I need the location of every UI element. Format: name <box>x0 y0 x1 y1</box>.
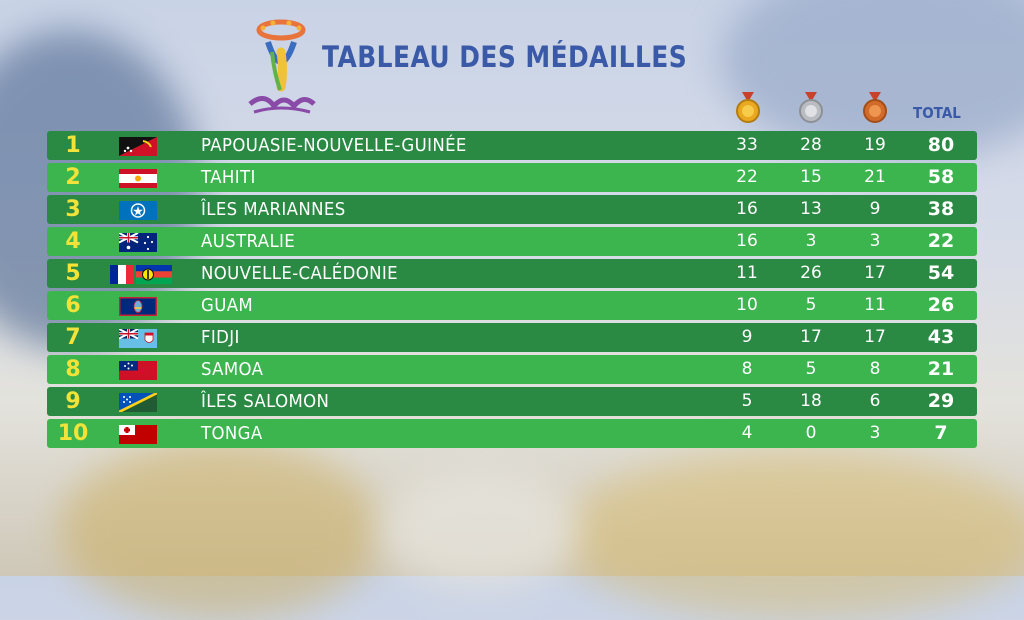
bronze-count: 9 <box>869 199 881 219</box>
country-name: FIDJI <box>201 327 240 348</box>
silver-count: 5 <box>805 359 817 379</box>
australia-flag-icon <box>118 232 157 252</box>
rank-cell: 6 <box>65 293 81 318</box>
samoa-flag-icon <box>119 360 157 380</box>
guam-flag-icon <box>119 296 157 316</box>
gold-count: 8 <box>741 359 753 379</box>
total-header: TOTAL <box>913 104 961 122</box>
total-count: 29 <box>927 390 955 412</box>
table-row: 3 ÎLES MARIANNES 16 13 9 38 <box>47 195 977 224</box>
table-row: 9 ÎLES SALOMON 5 18 6 29 <box>47 387 977 416</box>
rank-cell: 2 <box>65 165 81 190</box>
country-name: NOUVELLE-CALÉDONIE <box>201 263 398 284</box>
total-count: 54 <box>927 262 955 284</box>
bronze-count: 3 <box>869 231 881 251</box>
total-count: 38 <box>927 198 955 220</box>
table-row: 1 PAPOUASIE-NOUVELLE-GUINÉE 33 28 19 80 <box>47 131 977 160</box>
bronze-count: 19 <box>864 135 886 155</box>
country-name: TONGA <box>201 423 263 444</box>
tahiti-flag-icon <box>119 168 157 188</box>
gold-count: 33 <box>736 135 758 155</box>
rank-cell: 3 <box>65 197 81 222</box>
silver-medal-icon <box>799 92 823 123</box>
total-count: 43 <box>927 326 955 348</box>
rank-cell: 5 <box>65 261 81 286</box>
total-count: 22 <box>927 230 955 252</box>
bronze-count: 8 <box>869 359 881 379</box>
bronze-medal-icon <box>863 92 887 123</box>
country-name: SAMOA <box>201 359 264 380</box>
table-row: 5 NOUVELLE-CALÉDONIE 11 26 17 54 <box>47 259 977 288</box>
country-name: AUSTRALIE <box>201 231 296 252</box>
bronze-count: 6 <box>869 391 881 411</box>
total-count: 58 <box>927 166 955 188</box>
gold-count: 5 <box>741 391 753 411</box>
medal-table: 1 PAPOUASIE-NOUVELLE-GUINÉE 33 28 19 80 2 TAHIT… <box>47 131 977 451</box>
rank-cell: 9 <box>65 389 81 414</box>
country-name: ÎLES MARIANNES <box>201 199 346 220</box>
silver-count: 15 <box>800 167 822 187</box>
gold-count: 11 <box>736 263 758 283</box>
table-row: 8 SAMOA 8 5 8 21 <box>47 355 977 384</box>
bronze-count: 17 <box>864 263 886 283</box>
gold-count: 16 <box>736 199 758 219</box>
new-caledonia-flag-icon <box>110 264 172 284</box>
tonga-flag-icon <box>119 424 157 444</box>
solomon-flag-icon <box>118 391 158 414</box>
rank-cell: 4 <box>65 229 81 254</box>
png-flag-icon <box>119 136 157 156</box>
silver-count: 3 <box>805 231 817 251</box>
total-count: 21 <box>927 358 955 380</box>
rank-cell: 7 <box>65 325 81 350</box>
silver-count: 0 <box>805 423 817 443</box>
gold-medal-icon <box>736 92 760 123</box>
bronze-count: 3 <box>869 423 881 443</box>
table-row: 2 TAHITI 22 15 21 58 <box>47 163 977 192</box>
table-row: 10 TONGA 4 0 3 7 <box>47 419 977 448</box>
silver-count: 26 <box>800 263 822 283</box>
silver-count: 17 <box>800 327 822 347</box>
rank-cell: 1 <box>65 133 81 158</box>
bronze-count: 21 <box>864 167 886 187</box>
table-row: 6 GUAM 10 5 11 26 <box>47 291 977 320</box>
silver-count: 18 <box>800 391 822 411</box>
country-name: GUAM <box>201 295 254 316</box>
nmi-flag-icon <box>119 200 157 220</box>
country-name: ÎLES SALOMON <box>201 391 330 412</box>
page-title: TABLEAU DES MÉDAILLES <box>322 40 688 74</box>
total-count: 7 <box>934 422 948 444</box>
gold-count: 4 <box>741 423 753 443</box>
silver-count: 13 <box>800 199 822 219</box>
gold-count: 9 <box>741 327 753 347</box>
rank-cell: 8 <box>65 357 81 382</box>
bronze-count: 11 <box>864 295 886 315</box>
bronze-count: 17 <box>864 327 886 347</box>
rank-cell: 10 <box>57 421 89 446</box>
country-name: PAPOUASIE-NOUVELLE-GUINÉE <box>201 135 467 156</box>
gold-count: 16 <box>736 231 758 251</box>
total-count: 80 <box>927 134 955 156</box>
table-row: 7 FIDJI 9 17 17 43 <box>47 323 977 352</box>
games-logo <box>248 19 316 114</box>
total-count: 26 <box>927 294 955 316</box>
fiji-flag-icon <box>118 328 157 348</box>
silver-count: 28 <box>800 135 822 155</box>
gold-count: 10 <box>736 295 758 315</box>
table-row: 4 AUSTRALIE 16 3 3 22 <box>47 227 977 256</box>
gold-count: 22 <box>736 167 758 187</box>
silver-count: 5 <box>805 295 817 315</box>
country-name: TAHITI <box>201 167 256 188</box>
